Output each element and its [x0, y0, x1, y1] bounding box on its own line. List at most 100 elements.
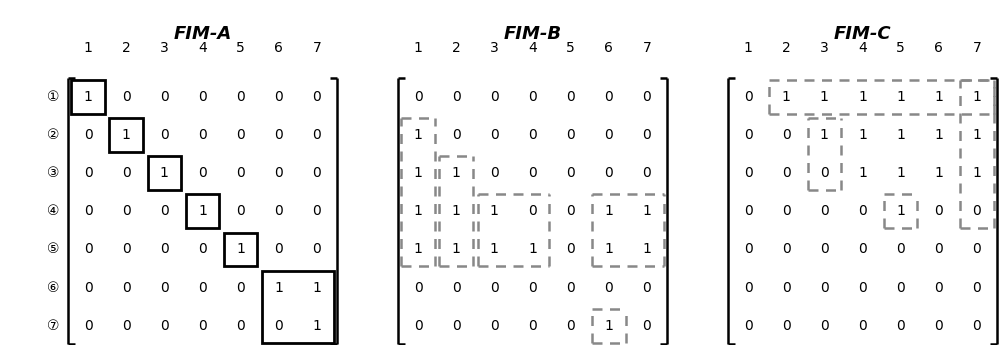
Text: 0: 0 — [122, 242, 131, 256]
Bar — [71, 80, 105, 114]
Text: 1: 1 — [973, 166, 981, 180]
Text: 0: 0 — [198, 166, 207, 180]
Text: 4: 4 — [198, 41, 207, 55]
Text: 0: 0 — [566, 281, 575, 295]
Text: 0: 0 — [528, 90, 537, 104]
Text: 0: 0 — [744, 166, 752, 180]
Text: 0: 0 — [566, 166, 575, 180]
Text: 0: 0 — [414, 281, 422, 295]
Text: 1: 1 — [198, 204, 207, 218]
Text: 0: 0 — [782, 128, 791, 142]
Text: 1: 1 — [934, 90, 943, 104]
Text: 0: 0 — [236, 319, 245, 333]
Text: 0: 0 — [274, 204, 283, 218]
Text: 0: 0 — [896, 319, 905, 333]
Text: 0: 0 — [122, 166, 131, 180]
Text: 1: 1 — [414, 204, 422, 218]
Text: 1: 1 — [973, 90, 981, 104]
Text: 1: 1 — [973, 128, 981, 142]
Text: 1: 1 — [643, 204, 651, 218]
Bar — [262, 271, 334, 343]
Text: 0: 0 — [160, 242, 169, 256]
Text: 0: 0 — [566, 204, 575, 218]
Text: 0: 0 — [782, 281, 791, 295]
Text: 0: 0 — [236, 128, 245, 142]
Text: 0: 0 — [490, 128, 499, 142]
Text: 7: 7 — [973, 41, 981, 55]
Text: 3: 3 — [820, 41, 829, 55]
Text: 0: 0 — [744, 281, 752, 295]
Text: 0: 0 — [84, 204, 92, 218]
Text: 0: 0 — [934, 204, 943, 218]
Text: 1: 1 — [604, 204, 613, 218]
Text: 1: 1 — [896, 128, 905, 142]
Text: 0: 0 — [973, 242, 981, 256]
Text: 0: 0 — [236, 166, 245, 180]
Text: 1: 1 — [528, 242, 537, 256]
Text: 0: 0 — [858, 204, 867, 218]
Text: 0: 0 — [528, 281, 537, 295]
Text: ③: ③ — [47, 166, 60, 180]
Text: 0: 0 — [973, 319, 981, 333]
Text: 0: 0 — [604, 281, 613, 295]
Text: 0: 0 — [313, 128, 321, 142]
Text: 1: 1 — [604, 242, 613, 256]
Text: 1: 1 — [452, 166, 461, 180]
Text: 1: 1 — [744, 41, 752, 55]
Text: 0: 0 — [858, 242, 867, 256]
Bar — [224, 233, 257, 266]
Text: 1: 1 — [896, 166, 905, 180]
Text: 0: 0 — [236, 90, 245, 104]
Text: 0: 0 — [84, 281, 92, 295]
Text: 0: 0 — [896, 242, 905, 256]
Text: 0: 0 — [84, 128, 92, 142]
Text: 3: 3 — [490, 41, 499, 55]
Text: 0: 0 — [604, 128, 613, 142]
Text: 0: 0 — [934, 281, 943, 295]
Text: 0: 0 — [896, 281, 905, 295]
Title: FIM-C: FIM-C — [834, 25, 891, 43]
Text: ①: ① — [47, 90, 60, 104]
Text: 0: 0 — [84, 166, 92, 180]
Text: 0: 0 — [566, 90, 575, 104]
Text: 0: 0 — [858, 281, 867, 295]
Text: 0: 0 — [452, 281, 461, 295]
Text: 0: 0 — [236, 204, 245, 218]
Text: 0: 0 — [198, 281, 207, 295]
Text: 0: 0 — [528, 128, 537, 142]
Text: 0: 0 — [744, 319, 752, 333]
Text: 0: 0 — [643, 90, 651, 104]
Bar — [148, 156, 181, 190]
Text: 0: 0 — [858, 319, 867, 333]
Text: 0: 0 — [198, 242, 207, 256]
Text: 0: 0 — [566, 319, 575, 333]
Text: 1: 1 — [414, 242, 422, 256]
Text: 0: 0 — [313, 90, 321, 104]
Text: 1: 1 — [414, 41, 422, 55]
Text: 2: 2 — [452, 41, 461, 55]
Text: 0: 0 — [934, 319, 943, 333]
Text: 1: 1 — [643, 242, 651, 256]
Text: 0: 0 — [934, 242, 943, 256]
Text: 1: 1 — [490, 242, 499, 256]
Text: 1: 1 — [313, 319, 321, 333]
Text: 0: 0 — [313, 242, 321, 256]
Text: 0: 0 — [313, 166, 321, 180]
Text: 1: 1 — [820, 128, 829, 142]
Text: 0: 0 — [452, 319, 461, 333]
Text: 0: 0 — [160, 90, 169, 104]
Text: 0: 0 — [820, 204, 829, 218]
Text: 1: 1 — [934, 166, 943, 180]
Text: 0: 0 — [528, 319, 537, 333]
Text: 0: 0 — [414, 90, 422, 104]
Text: 2: 2 — [122, 41, 131, 55]
Text: 1: 1 — [858, 128, 867, 142]
Text: 0: 0 — [820, 242, 829, 256]
Text: 0: 0 — [643, 166, 651, 180]
Text: 0: 0 — [84, 319, 92, 333]
Text: 0: 0 — [528, 204, 537, 218]
Text: 0: 0 — [820, 166, 829, 180]
Text: 0: 0 — [122, 90, 131, 104]
Text: 0: 0 — [744, 204, 752, 218]
Text: 1: 1 — [84, 41, 92, 55]
